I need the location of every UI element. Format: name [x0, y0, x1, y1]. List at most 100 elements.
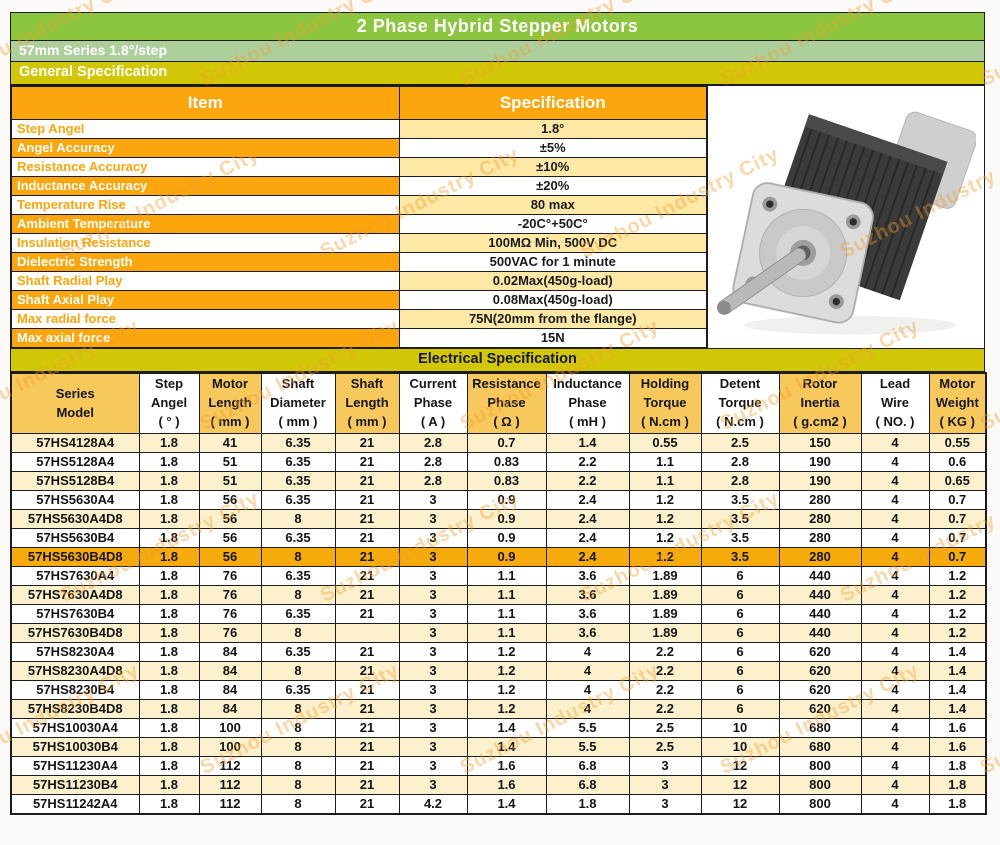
value-cell: 620	[778, 699, 862, 719]
value-cell: 4	[860, 718, 930, 738]
model-name-cell: 57HS5128A4	[10, 452, 140, 472]
motor-model-row: 57HS11230A4 1.8 112 8 21 3 1.6 6.8 3 12 800 4 1.8	[10, 756, 987, 776]
value-cell: 12	[700, 756, 780, 776]
value-cell: 3	[398, 775, 468, 795]
column-header: Shaft Length ( mm )	[334, 372, 400, 434]
value-cell: 620	[778, 661, 862, 681]
spec-sheet: 2 Phase Hybrid Stepper Motors 57mm Serie…	[10, 12, 987, 815]
value-cell: 21	[334, 737, 400, 757]
section-header-general: General Specification	[10, 62, 985, 85]
value-cell: 8	[260, 794, 336, 815]
value-cell: 112	[198, 775, 262, 795]
value-cell: 1.8	[138, 547, 200, 567]
value-cell: 3	[398, 528, 468, 548]
value-cell: 6.35	[260, 528, 336, 548]
value-cell: 2.4	[545, 509, 630, 529]
value-cell: 2.2	[628, 699, 702, 719]
value-cell: 84	[198, 680, 262, 700]
value-cell: 3	[398, 642, 468, 662]
value-cell: 10	[700, 737, 780, 757]
value-cell: 0.9	[466, 490, 547, 510]
general-table-body: Step Angel 1.8° Angel Accuracy ±5% Resistanc…	[10, 119, 708, 349]
value-cell: 3.6	[545, 604, 630, 624]
value-cell: 2.8	[700, 471, 780, 491]
value-cell: 800	[778, 794, 862, 815]
value-cell: 1.6	[928, 718, 987, 738]
value-cell: 2.8	[398, 452, 468, 472]
value-cell: 1.4	[545, 433, 630, 453]
value-cell: 1.1	[466, 585, 547, 605]
model-name-cell: 57HS10030B4	[10, 737, 140, 757]
value-cell: 1.8	[138, 661, 200, 681]
value-cell: 3	[398, 718, 468, 738]
value-cell: 190	[778, 452, 862, 472]
value-cell: 620	[778, 642, 862, 662]
spec-item-label: Ambient Temperature	[10, 214, 400, 234]
value-cell: 4	[860, 642, 930, 662]
value-cell: 21	[334, 775, 400, 795]
value-cell: 440	[778, 566, 862, 586]
value-cell: 76	[198, 585, 262, 605]
value-cell: 3	[628, 756, 702, 776]
value-cell: 51	[198, 452, 262, 472]
motor-model-row: 57HS11242A4 1.8 112 8 21 4.2 1.4 1.8 3 12 800 4 1.8	[10, 794, 987, 815]
value-cell: 1.4	[928, 661, 987, 681]
value-cell: 0.9	[466, 547, 547, 567]
value-cell: 4	[860, 775, 930, 795]
value-cell: 280	[778, 528, 862, 548]
value-cell: 1.2	[628, 547, 702, 567]
value-cell: 2.4	[545, 528, 630, 548]
value-cell: 6	[700, 566, 780, 586]
value-cell: 8	[260, 661, 336, 681]
value-cell: 1.8	[138, 737, 200, 757]
general-spec-row: Insulation Resistance 100MΩ Min, 500V DC	[10, 233, 708, 253]
value-cell: 4	[860, 585, 930, 605]
value-cell: 21	[334, 718, 400, 738]
value-cell: 3.5	[700, 509, 780, 529]
value-cell: 1.2	[628, 509, 702, 529]
motor-model-row: 57HS8230A4D8 1.8 84 8 21 3 1.2 4 2.2 6 620 4 1.4	[10, 661, 987, 681]
value-cell: 3	[398, 680, 468, 700]
value-cell: 1.2	[466, 680, 547, 700]
spec-item-label: Step Angel	[10, 119, 400, 139]
value-cell: 3	[398, 661, 468, 681]
value-cell: 0.9	[466, 528, 547, 548]
value-cell: 6.35	[260, 490, 336, 510]
value-cell: 4	[860, 756, 930, 776]
motor-model-row: 57HS7630A4 1.8 76 6.35 21 3 1.1 3.6 1.89 6 440 4 1.2	[10, 566, 987, 586]
value-cell: 84	[198, 661, 262, 681]
value-cell: 84	[198, 642, 262, 662]
model-name-cell: 57HS7630A4D8	[10, 585, 140, 605]
value-cell: 6	[700, 604, 780, 624]
value-cell: 1.4	[928, 680, 987, 700]
spec-value: ±10%	[398, 157, 708, 177]
general-spec-row: Max axial force 15N	[10, 328, 708, 349]
general-spec-row: Dielectric Strength 500VAC for 1 minute	[10, 252, 708, 272]
value-cell: 1.8	[138, 566, 200, 586]
general-spec-row: Shaft Radial Play 0.02Max(450g-load)	[10, 271, 708, 291]
value-cell: 4	[860, 737, 930, 757]
value-cell: 0.6	[928, 452, 987, 472]
value-cell: 6	[700, 623, 780, 643]
value-cell: 21	[334, 471, 400, 491]
value-cell: 112	[198, 756, 262, 776]
spec-item-label: Inductance Accuracy	[10, 176, 400, 196]
motor-model-row: 57HS5128A4 1.8 51 6.35 21 2.8 0.83 2.2 1.1 2.8 190…	[10, 452, 987, 472]
model-name-cell: 57HS11230B4	[10, 775, 140, 795]
column-header: Motor Weight ( KG )	[928, 372, 987, 434]
column-header: Resistance Phase ( Ω )	[466, 372, 547, 434]
spec-value: 1.8°	[398, 119, 708, 139]
value-cell: 1.8	[138, 642, 200, 662]
value-cell: 21	[334, 642, 400, 662]
model-name-cell: 57HS8230A4	[10, 642, 140, 662]
value-cell: 12	[700, 794, 780, 815]
value-cell: 6	[700, 680, 780, 700]
value-cell: 2.8	[398, 433, 468, 453]
value-cell: 76	[198, 566, 262, 586]
value-cell: 1.1	[466, 566, 547, 586]
motor-model-row: 57HS7630A4D8 1.8 76 8 21 3 1.1 3.6 1.89 6 440 4 1.2	[10, 585, 987, 605]
value-cell: 0.7	[928, 528, 987, 548]
model-name-cell: 57HS4128A4	[10, 433, 140, 453]
model-name-cell: 57HS5630A4	[10, 490, 140, 510]
value-cell: 21	[334, 509, 400, 529]
